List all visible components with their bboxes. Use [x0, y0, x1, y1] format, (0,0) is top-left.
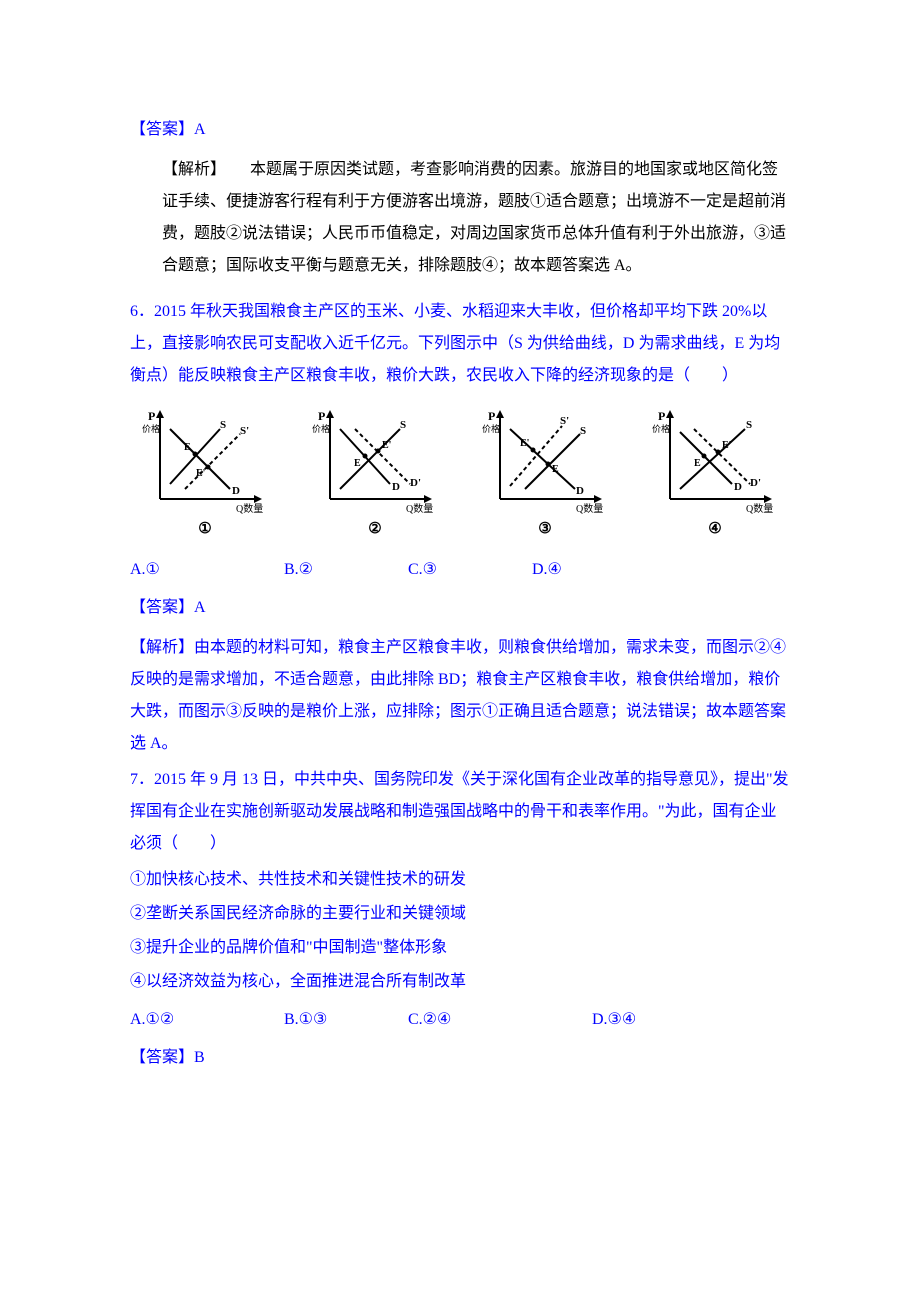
chart-1-svg: P 价格 Q数量 D S S' E E' [140, 404, 270, 514]
svg-text:S': S' [560, 415, 569, 427]
svg-text:E': E' [196, 468, 206, 479]
q7-option-a: A.①② [130, 1004, 280, 1036]
q6-explain: 【解析】由本题的材料可知，粮食主产区粮食丰收，则粮食供给增加，需求未变，而图示②… [130, 632, 790, 760]
svg-text:D': D' [750, 477, 761, 489]
q6-option-b: B.② [284, 554, 404, 586]
q7-options: A.①② B.①③ C.②④ D.③④ [130, 1004, 790, 1036]
svg-text:P: P [488, 409, 495, 423]
q7-choice-4: ④以经济效益为核心，全面推进混合所有制改革 [130, 966, 790, 998]
q6-option-a: A.① [130, 554, 280, 586]
svg-text:E': E' [520, 438, 530, 449]
q6-charts-row: P 价格 Q数量 D S S' E E' ① P 价格 [130, 404, 790, 544]
svg-text:S: S [220, 419, 226, 431]
chart-2-svg: P 价格 Q数量 S D D' E E' [310, 404, 440, 514]
q5-explain: 【解析】 本题属于原因类试题，考查影响消费的因素。旅游目的地国家或地区简化签证手… [130, 154, 790, 282]
svg-text:E: E [552, 464, 559, 475]
svg-text:P: P [148, 409, 155, 423]
svg-text:P: P [318, 409, 325, 423]
q7-option-c: C.②④ [408, 1004, 588, 1036]
chart-3-svg: P 价格 Q数量 D S S' E E' [480, 404, 610, 514]
q7-stem: 7．2015 年 9 月 13 日，中共中央、国务院印发《关于深化国有企业改革的… [130, 764, 790, 860]
chart-4: P 价格 Q数量 S D D' E E' ④ [650, 404, 780, 544]
svg-text:D': D' [410, 477, 421, 489]
q6-answer: 【答案】A [130, 592, 790, 624]
q7-choice-2: ②垄断关系国民经济命脉的主要行业和关键领域 [130, 898, 790, 930]
svg-text:Q数量: Q数量 [576, 502, 603, 514]
q7-choice-1: ①加快核心技术、共性技术和关键性技术的研发 [130, 864, 790, 896]
q6-stem: 6．2015 年秋天我国粮食主产区的玉米、小麦、水稻迎来大丰收，但价格却平均下跌… [130, 296, 790, 392]
q7-option-d: D.③④ [592, 1004, 636, 1036]
svg-text:S': S' [240, 425, 249, 437]
chart-1-number: ① [198, 514, 211, 544]
q6-option-d: D.④ [532, 554, 562, 586]
svg-text:S: S [580, 425, 586, 437]
svg-text:S: S [400, 419, 406, 431]
svg-text:E': E' [382, 440, 392, 451]
svg-text:P: P [658, 409, 665, 423]
q7-choice-3: ③提升企业的品牌价值和"中国制造"整体形象 [130, 932, 790, 964]
svg-text:价格: 价格 [142, 423, 160, 434]
q5-explain-body: 本题属于原因类试题，考查影响消费的因素。旅游目的地国家或地区简化签证手续、便捷游… [162, 161, 786, 274]
chart-2: P 价格 Q数量 S D D' E E' ② [310, 404, 440, 544]
chart-2-number: ② [368, 514, 381, 544]
svg-text:D: D [232, 485, 240, 497]
svg-text:D: D [576, 485, 584, 497]
svg-text:D: D [734, 481, 742, 493]
svg-text:价格: 价格 [312, 423, 330, 434]
chart-1: P 价格 Q数量 D S S' E E' ① [140, 404, 270, 544]
svg-text:E': E' [722, 440, 732, 451]
q6-option-c: C.③ [408, 554, 528, 586]
svg-text:价格: 价格 [482, 423, 500, 434]
svg-text:S: S [746, 419, 752, 431]
svg-text:价格: 价格 [652, 423, 670, 434]
q7-option-b: B.①③ [284, 1004, 404, 1036]
chart-4-number: ④ [708, 514, 721, 544]
q6-options: A.① B.② C.③ D.④ [130, 554, 790, 586]
q5-explain-label: 【解析】 [162, 161, 218, 178]
q7-answer: 【答案】B [130, 1042, 790, 1074]
chart-4-svg: P 价格 Q数量 S D D' E E' [650, 404, 780, 514]
q5-answer: 【答案】A [130, 114, 790, 146]
svg-text:Q数量: Q数量 [236, 502, 263, 514]
svg-text:Q数量: Q数量 [746, 502, 773, 514]
svg-text:Q数量: Q数量 [406, 502, 433, 514]
svg-text:D: D [392, 481, 400, 493]
chart-3: P 价格 Q数量 D S S' E E' ③ [480, 404, 610, 544]
svg-text:E: E [354, 458, 361, 469]
chart-3-number: ③ [538, 514, 551, 544]
svg-text:E: E [184, 442, 191, 453]
svg-text:E: E [694, 458, 701, 469]
